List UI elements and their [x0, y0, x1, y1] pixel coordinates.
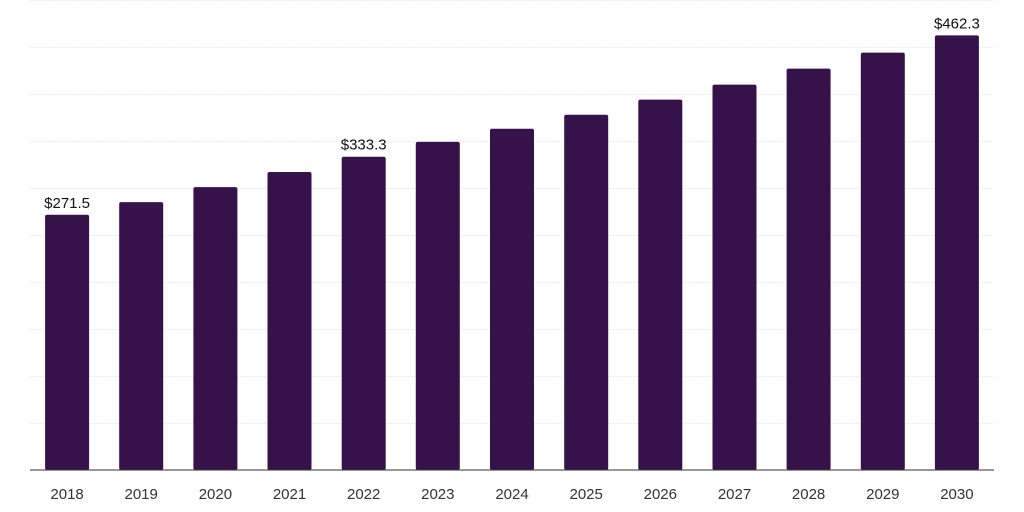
bar-2022[interactable] — [341, 156, 386, 470]
bar-2026[interactable] — [638, 99, 683, 470]
bar-2018[interactable] — [45, 214, 90, 470]
bar-2020[interactable] — [193, 187, 238, 470]
x-tick-label-2019: 2019 — [125, 486, 158, 503]
bar-2028[interactable] — [786, 68, 831, 470]
bar-2024[interactable] — [490, 128, 534, 471]
x-tick-label-2020: 2020 — [199, 486, 232, 503]
x-tick-label-2030: 2030 — [940, 486, 973, 503]
x-tick-label-2026: 2026 — [644, 486, 677, 503]
bar-2030[interactable] — [934, 35, 979, 471]
x-axis-tick-labels: 2018 2019 2020 2021 2022 2023 2024 2025 2026 2027… — [50, 486, 973, 503]
bar-2023[interactable] — [415, 141, 460, 470]
data-labels: $271.5 $333.3 $462.3 — [44, 15, 980, 211]
bars — [45, 35, 979, 471]
x-tick-label-2018: 2018 — [50, 486, 83, 503]
x-tick-label-2027: 2027 — [718, 486, 751, 503]
x-tick-label-2025: 2025 — [570, 486, 603, 503]
bar-2027[interactable] — [712, 84, 757, 470]
bar-2025[interactable] — [564, 114, 609, 470]
data-label-2022: $333.3 — [341, 137, 387, 154]
bar-2019[interactable] — [119, 202, 164, 470]
x-tick-label-2028: 2028 — [792, 486, 825, 503]
x-tick-label-2023: 2023 — [421, 486, 454, 503]
x-tick-label-2024: 2024 — [495, 486, 528, 503]
data-label-2030: $462.3 — [934, 15, 980, 32]
x-tick-label-2022: 2022 — [347, 486, 380, 503]
bar-2021[interactable] — [267, 172, 312, 470]
bar-2029[interactable] — [860, 52, 905, 470]
x-tick-label-2021: 2021 — [273, 486, 306, 503]
data-label-2018: $271.5 — [44, 195, 90, 212]
x-tick-label-2029: 2029 — [866, 486, 899, 503]
